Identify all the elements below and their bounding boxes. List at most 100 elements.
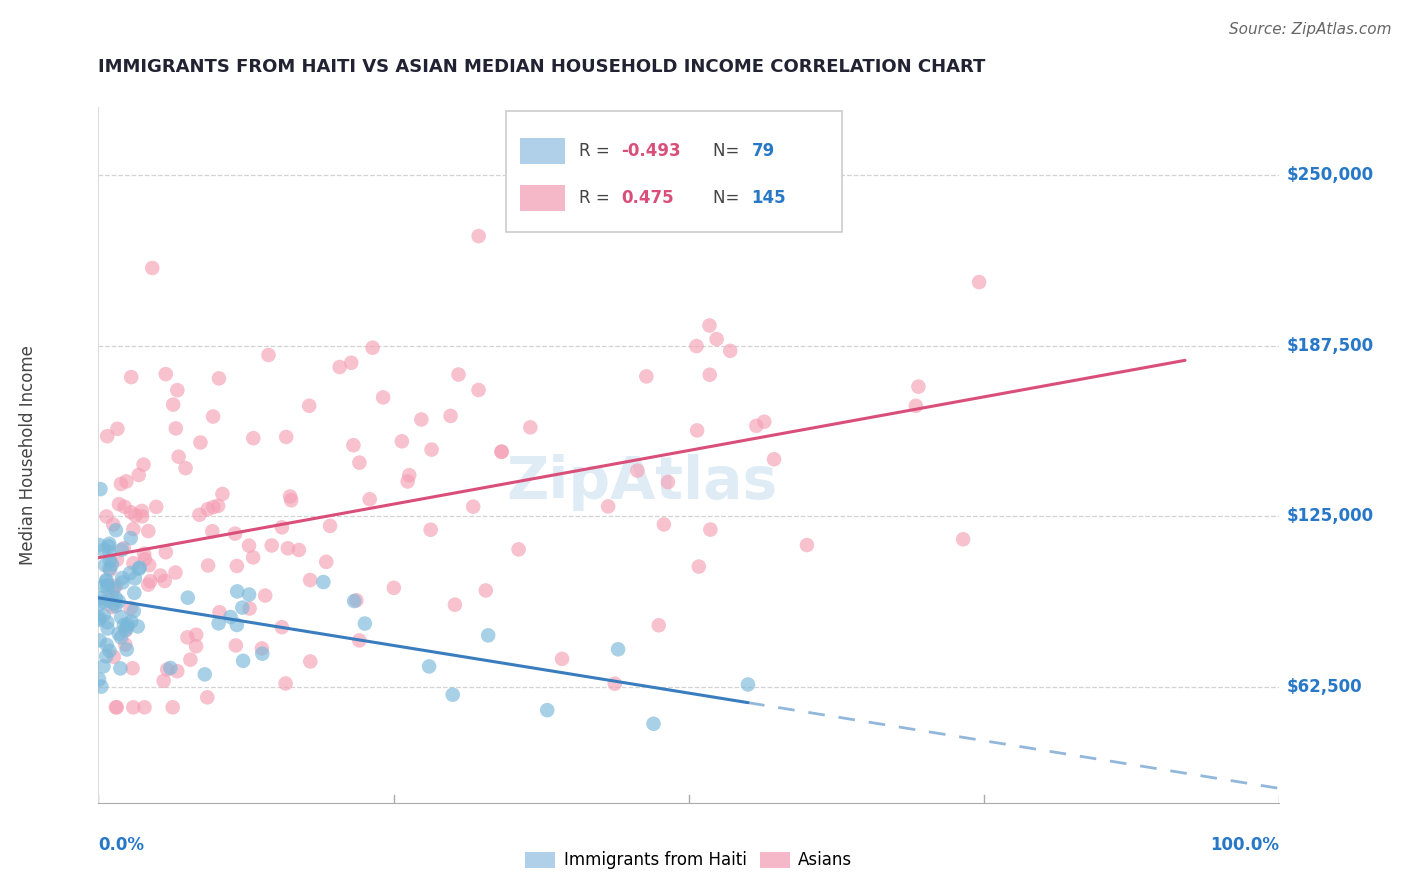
Point [105, 553, 128, 567]
Point [145, 500, 167, 514]
Point [195, 690, 218, 705]
Point [174, 461, 197, 475]
Text: N=: N= [713, 142, 744, 160]
Point [111, 571, 134, 585]
Point [96, 615, 118, 630]
Text: $62,500: $62,500 [1286, 678, 1362, 696]
Point [603, 676, 626, 690]
Point [238, 539, 260, 553]
Point [277, 541, 299, 556]
Point [551, 652, 574, 666]
Point [607, 642, 630, 657]
Point [124, 508, 146, 523]
Point [254, 589, 277, 603]
Point [149, 568, 172, 582]
Legend: Immigrants from Haiti, Asians: Immigrants from Haiti, Asians [520, 847, 858, 874]
Point [420, 442, 443, 457]
Point [737, 677, 759, 691]
Point [329, 359, 352, 374]
Point [115, 623, 138, 637]
Point [159, 661, 181, 675]
Point [238, 588, 260, 602]
Point [91, 594, 114, 608]
Point [298, 399, 321, 413]
Point [688, 559, 710, 574]
Point [201, 524, 224, 539]
Text: R =: R = [579, 189, 614, 207]
Point [475, 583, 498, 598]
Text: ZipAtlas: ZipAtlas [506, 454, 778, 511]
Point [226, 584, 249, 599]
Point [190, 435, 212, 450]
Point [114, 500, 136, 514]
Point [114, 638, 136, 652]
Point [686, 424, 709, 438]
Point [141, 260, 163, 275]
Point [87, 613, 110, 627]
Point [398, 468, 420, 483]
Point [97, 539, 120, 553]
Point [120, 531, 142, 545]
Point [382, 581, 405, 595]
Point [128, 560, 150, 574]
Point [342, 438, 364, 452]
Point [96, 509, 118, 524]
Point [115, 475, 138, 489]
Point [278, 490, 301, 504]
Point [162, 700, 184, 714]
Point [139, 574, 162, 589]
Point [122, 700, 145, 714]
Point [87, 598, 110, 612]
Bar [520, 185, 565, 211]
Text: $125,000: $125,000 [1286, 508, 1374, 525]
Point [93, 579, 115, 593]
Point [122, 522, 145, 536]
Point [93, 542, 115, 557]
Point [136, 524, 159, 538]
Point [166, 383, 188, 397]
Point [103, 582, 125, 596]
Point [252, 647, 274, 661]
Text: -0.493: -0.493 [621, 142, 682, 160]
Text: Median Household Income: Median Household Income [20, 345, 37, 565]
Point [231, 600, 253, 615]
Point [907, 379, 929, 393]
Point [165, 421, 187, 435]
Point [122, 556, 145, 570]
Point [96, 573, 118, 587]
Point [194, 667, 217, 681]
Point [104, 599, 127, 613]
Point [463, 500, 485, 514]
Point [112, 541, 135, 556]
Point [110, 631, 132, 645]
Point [97, 622, 120, 636]
Point [131, 504, 153, 518]
Point [96, 638, 118, 652]
Point [87, 538, 110, 552]
Point [699, 318, 721, 333]
Point [120, 370, 142, 384]
Point [519, 420, 541, 434]
Point [274, 676, 297, 690]
Point [134, 700, 156, 714]
Point [444, 598, 467, 612]
Point [232, 654, 254, 668]
Point [396, 475, 419, 489]
Point [124, 586, 146, 600]
Point [718, 343, 741, 358]
Text: IMMIGRANTS FROM HAITI VS ASIAN MEDIAN HOUSEHOLD INCOME CORRELATION CHART: IMMIGRANTS FROM HAITI VS ASIAN MEDIAN HO… [98, 58, 986, 76]
Text: 0.475: 0.475 [621, 189, 675, 207]
Point [179, 653, 201, 667]
FancyBboxPatch shape [506, 111, 842, 232]
Point [745, 418, 768, 433]
Point [657, 475, 679, 489]
Point [107, 422, 129, 436]
Point [648, 618, 671, 632]
Point [104, 523, 127, 537]
Point [626, 464, 648, 478]
Text: 145: 145 [752, 189, 786, 207]
Point [96, 649, 118, 664]
Point [112, 618, 135, 632]
Point [207, 499, 229, 513]
Point [224, 526, 246, 541]
